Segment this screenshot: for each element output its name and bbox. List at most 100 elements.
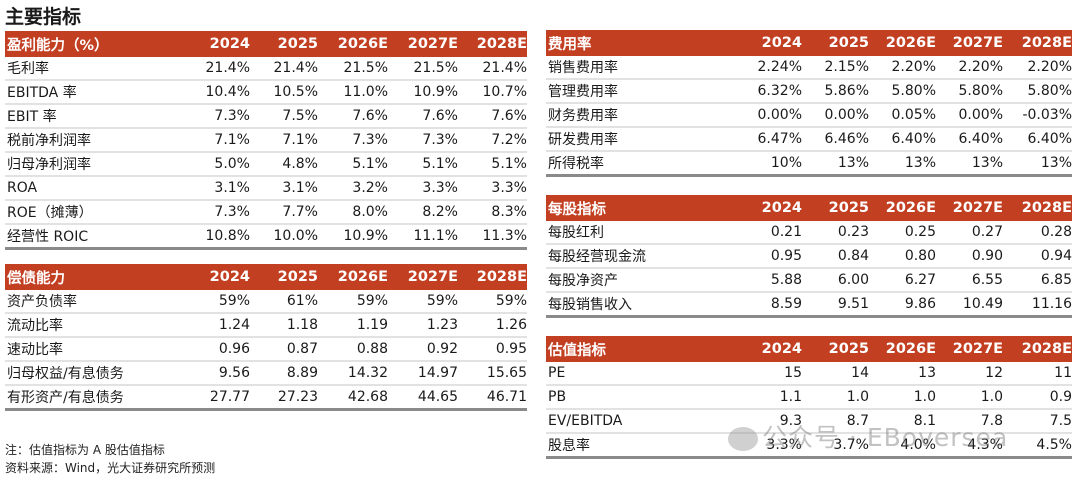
year-header: 2024: [735, 336, 802, 362]
table-row: 资产负债率 59% 61% 59% 59% 59%: [5, 290, 527, 314]
value-cell: 5.86%: [802, 79, 869, 104]
year-header: 2028E: [1003, 30, 1072, 56]
value-cell: 3.1%: [250, 176, 318, 201]
value-cell: 0.27: [936, 221, 1003, 245]
value-cell: 6.40%: [869, 127, 936, 152]
value-cell: 5.0%: [180, 152, 250, 177]
table-row: 毛利率 21.4% 21.4% 21.5% 21.5% 21.4%: [5, 57, 527, 81]
table-row: PE 15 14 13 12 11: [546, 362, 1072, 386]
year-header: 2026E: [318, 31, 388, 57]
value-cell: 14: [802, 362, 869, 386]
value-cell: 46.71: [458, 385, 527, 411]
value-cell: 12: [936, 362, 1003, 386]
value-cell: 59%: [180, 290, 250, 314]
row-label: 股息率: [546, 433, 735, 459]
value-cell: 8.0%: [318, 200, 388, 225]
value-cell: 0.25: [869, 221, 936, 245]
row-label: 每股经营现金流: [546, 244, 735, 269]
value-cell: 8.7: [802, 409, 869, 434]
value-cell: 21.4%: [458, 57, 527, 81]
note-valuation: 注：估值指标为 A 股估值指标: [5, 443, 165, 457]
section-header: 偿债能力: [5, 264, 180, 290]
value-cell: 9.3: [735, 409, 802, 434]
table-row: EV/EBITDA 9.3 8.7 8.1 7.8 7.5: [546, 409, 1072, 434]
value-cell: 3.7%: [802, 433, 869, 459]
value-cell: 6.32%: [735, 79, 802, 104]
value-cell: 1.1: [735, 385, 802, 410]
year-header: 2026E: [318, 264, 388, 290]
value-cell: 4.3%: [936, 433, 1003, 459]
value-cell: 11.0%: [318, 80, 388, 105]
header-row: 每股指标 2024 2025 2026E 2027E 2028E: [546, 195, 1072, 221]
value-cell: 6.46%: [802, 127, 869, 152]
value-cell: 59%: [318, 290, 388, 314]
table-row: 每股净资产 5.88 6.00 6.27 6.55 6.85: [546, 268, 1072, 293]
value-cell: 3.2%: [318, 176, 388, 201]
value-cell: 0.88: [318, 337, 388, 362]
value-cell: 21.5%: [388, 57, 458, 81]
table-row: ROA 3.1% 3.1% 3.2% 3.3% 3.3%: [5, 176, 527, 201]
value-cell: 11.3%: [458, 224, 527, 250]
value-cell: 11.16: [1003, 292, 1072, 318]
year-header: 2025: [802, 30, 869, 56]
row-label: EV/EBITDA: [546, 409, 735, 434]
table-row: 经营性 ROIC 10.8% 10.0% 10.9% 11.1% 11.3%: [5, 224, 527, 250]
table-row: EBITDA 率 10.4% 10.5% 11.0% 10.9% 10.7%: [5, 80, 527, 105]
header-row: 费用率 2024 2025 2026E 2027E 2028E: [546, 30, 1072, 56]
table-row: 所得税率 10% 13% 13% 13% 13%: [546, 151, 1072, 177]
table-row: 管理费用率 6.32% 5.86% 5.80% 5.80% 5.80%: [546, 79, 1072, 104]
row-label: PB: [546, 385, 735, 410]
year-header: 2028E: [458, 31, 527, 57]
value-cell: 3.1%: [180, 176, 250, 201]
value-cell: 1.23: [388, 313, 458, 338]
year-header: 2028E: [458, 264, 527, 290]
value-cell: -0.03%: [1003, 103, 1072, 128]
table-row: 速动比率 0.96 0.87 0.88 0.92 0.95: [5, 337, 527, 362]
value-cell: 6.27: [869, 268, 936, 293]
year-header: 2024: [735, 30, 802, 56]
value-cell: 7.1%: [250, 128, 318, 153]
value-cell: 8.89: [250, 361, 318, 386]
value-cell: 3.3%: [458, 176, 527, 201]
value-cell: 2.20%: [936, 56, 1003, 80]
year-header: 2025: [250, 31, 318, 57]
row-label: 有形资产/有息债务: [5, 385, 180, 411]
value-cell: 14.97: [388, 361, 458, 386]
value-cell: 8.1: [869, 409, 936, 434]
row-label: EBITDA 率: [5, 80, 180, 105]
note-source: 资料来源：Wind，光大证券研究所预测: [5, 461, 216, 475]
value-cell: 1.18: [250, 313, 318, 338]
value-cell: 13%: [936, 151, 1003, 177]
year-header: 2028E: [1003, 336, 1072, 362]
table-row: 每股经营现金流 0.95 0.84 0.80 0.90 0.94: [546, 244, 1072, 269]
table-row: ROE（摊薄） 7.3% 7.7% 8.0% 8.2% 8.3%: [5, 200, 527, 225]
value-cell: 2.24%: [735, 56, 802, 80]
value-cell: 1.26: [458, 313, 527, 338]
value-cell: 42.68: [318, 385, 388, 411]
value-cell: 3.3%: [388, 176, 458, 201]
table-row: 每股销售收入 8.59 9.51 9.86 10.49 11.16: [546, 292, 1072, 318]
value-cell: 59%: [458, 290, 527, 314]
value-cell: 10.9%: [388, 80, 458, 105]
value-cell: 11: [1003, 362, 1072, 386]
row-label: ROA: [5, 176, 180, 201]
value-cell: 10.7%: [458, 80, 527, 105]
year-header: 2025: [802, 195, 869, 221]
year-header: 2026E: [869, 336, 936, 362]
value-cell: 7.6%: [458, 104, 527, 129]
valuation-table: 估值指标 2024 2025 2026E 2027E 2028E PE 15 14 13 12 11 P…: [546, 336, 1072, 459]
row-label: 财务费用率: [546, 103, 735, 128]
row-label: 每股净资产: [546, 268, 735, 293]
value-cell: 0.94: [1003, 244, 1072, 269]
value-cell: 7.8: [936, 409, 1003, 434]
row-label: 所得税率: [546, 151, 735, 177]
value-cell: 5.80%: [936, 79, 1003, 104]
value-cell: 8.2%: [388, 200, 458, 225]
year-header: 2028E: [1003, 195, 1072, 221]
header-row: 估值指标 2024 2025 2026E 2027E 2028E: [546, 336, 1072, 362]
section-header: 每股指标: [546, 195, 735, 221]
row-label: 每股销售收入: [546, 292, 735, 318]
value-cell: 10.4%: [180, 80, 250, 105]
row-label: EBIT 率: [5, 104, 180, 129]
value-cell: 5.1%: [458, 152, 527, 177]
